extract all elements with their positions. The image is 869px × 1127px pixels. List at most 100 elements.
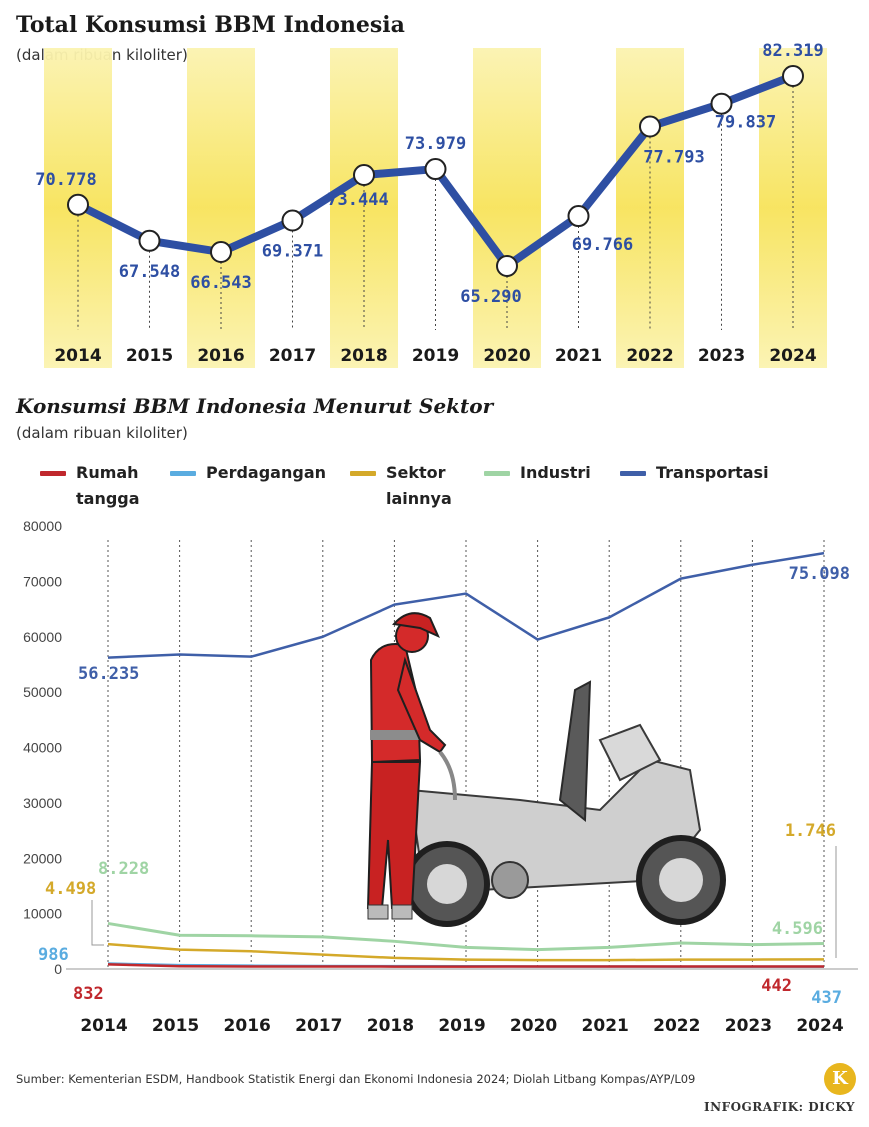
series-line-sektor-lainnya [107,942,825,962]
year-label-2015: 2015 [126,346,173,366]
year-band-2016 [187,48,255,368]
y-tick-80000: 80000 [23,518,62,534]
data-point-2020 [496,255,518,277]
year-label-2019: 2019 [412,346,459,366]
data-point-2021 [567,205,590,228]
attendant-head [395,619,429,653]
bottom-chart-title: Konsumsi BBM Indonesia Menurut Sektor [16,394,494,418]
attendant-cap [392,612,440,638]
series-line-transportasi [107,551,825,659]
y-tick-20000: 20000 [23,850,62,866]
x-year-label-2024: 2024 [796,1016,843,1036]
legend-swatch [40,471,66,476]
year-label-2016: 2016 [197,346,244,366]
annotation-sektor-lainnya-2024: 1.746 [785,821,836,841]
top-chart-title: Total Konsumsi BBM Indonesia [16,12,405,38]
data-point-2019 [424,158,447,181]
infographic-credit: INFOGRAFIK: DICKY [704,1100,855,1114]
attendant-shoe [367,904,389,920]
data-label-2018: 73.444 [327,190,388,210]
attendant-arm [396,656,447,754]
data-point-2024 [782,65,804,87]
x-year-label-2020: 2020 [510,1016,557,1036]
x-year-label-2021: 2021 [582,1016,629,1036]
x-year-label-2017: 2017 [295,1016,342,1036]
x-year-label-2019: 2019 [438,1016,485,1036]
scooter-body [408,758,702,892]
fuel-nozzle-hose [438,750,457,801]
data-point-2018 [353,164,375,187]
year-label-2021: 2021 [555,346,602,366]
legend-label: Rumah tangga [76,463,140,508]
y-tick-50000: 50000 [23,684,62,700]
series-line-industri [107,921,825,952]
y-tick-60000: 60000 [23,629,62,645]
legend-label: Sektor lainnya [386,463,452,508]
data-label-2024: 82.319 [762,41,823,61]
data-label-2017: 69.371 [262,241,323,261]
year-band-2020 [473,48,541,368]
sector-legend: Rumah tangga Perdagangan Sektor lainnya … [40,460,860,514]
year-label-2022: 2022 [626,346,673,366]
annotation-perdagangan-2024: 437 [811,988,842,1008]
legend-label: Industri [520,463,591,482]
annotation-rumah-tangga-2014: 832 [73,984,104,1004]
leader-bracket-left [91,900,104,946]
data-label-2016: 66.543 [190,273,251,293]
attendant-shoe [391,904,413,920]
x-year-label-2014: 2014 [80,1016,127,1036]
annotation-transportasi-2024: 75.098 [789,564,850,584]
year-label-2017: 2017 [269,346,316,366]
x-year-label-2022: 2022 [653,1016,700,1036]
annotation-sektor-lainnya-2014: 4.498 [45,879,96,899]
data-point-2017 [281,209,304,232]
data-point-2015 [138,229,161,252]
data-point-2016 [210,241,232,264]
data-label-2021: 69.766 [572,235,633,255]
legend-label: Transportasi [656,463,769,482]
front-wheel-hub [659,858,703,902]
attendant-pants [366,761,422,909]
series-line-perdagangan [107,962,825,968]
year-label-2018: 2018 [340,346,387,366]
attendant-belt [370,730,422,740]
legend-swatch [620,471,646,476]
bottom-chart-subtitle: (dalam ribuan kiloliter) [16,424,188,442]
attendant-torso [369,643,422,764]
fuel-attendant-illustration [366,612,726,927]
year-label-2014: 2014 [54,346,101,366]
rear-wheel-hub [427,864,467,904]
data-point-2022 [639,115,661,138]
annotation-perdagangan-2014: 986 [38,945,69,965]
scooter-rear-wheel [404,841,490,927]
annotation-industri-2024: 4.596 [772,919,823,939]
y-tick-40000: 40000 [23,740,62,756]
x-year-label-2023: 2023 [725,1016,772,1036]
x-year-label-2015: 2015 [152,1016,199,1036]
source-note: Sumber: Kementerian ESDM, Handbook Stati… [16,1072,696,1086]
scooter-front [598,723,662,782]
x-year-label-2018: 2018 [367,1016,414,1036]
annotation-industri-2014: 8.228 [98,859,149,879]
data-label-2022: 77.793 [643,147,704,167]
scooter-engine [491,861,529,899]
y-tick-10000: 10000 [23,906,62,922]
legend-swatch [484,471,510,476]
data-label-2023: 79.837 [715,113,776,133]
year-label-2023: 2023 [698,346,745,366]
year-band-2018 [330,48,398,368]
data-point-2023 [710,92,733,115]
y-tick-70000: 70000 [23,573,62,589]
legend-label: Perdagangan [206,463,326,482]
y-tick-0: 0 [54,961,62,977]
legend-swatch [350,471,376,476]
series-line-rumah-tangga [107,963,824,968]
year-label-2020: 2020 [483,346,530,366]
scooter-front-wheel [636,835,726,925]
legend-swatch [170,471,196,476]
x-year-label-2016: 2016 [224,1016,271,1036]
data-label-2019: 73.979 [405,134,466,154]
data-label-2015: 67.548 [119,262,180,282]
scooter-seat [558,680,592,823]
data-label-2020: 65.290 [460,287,521,307]
